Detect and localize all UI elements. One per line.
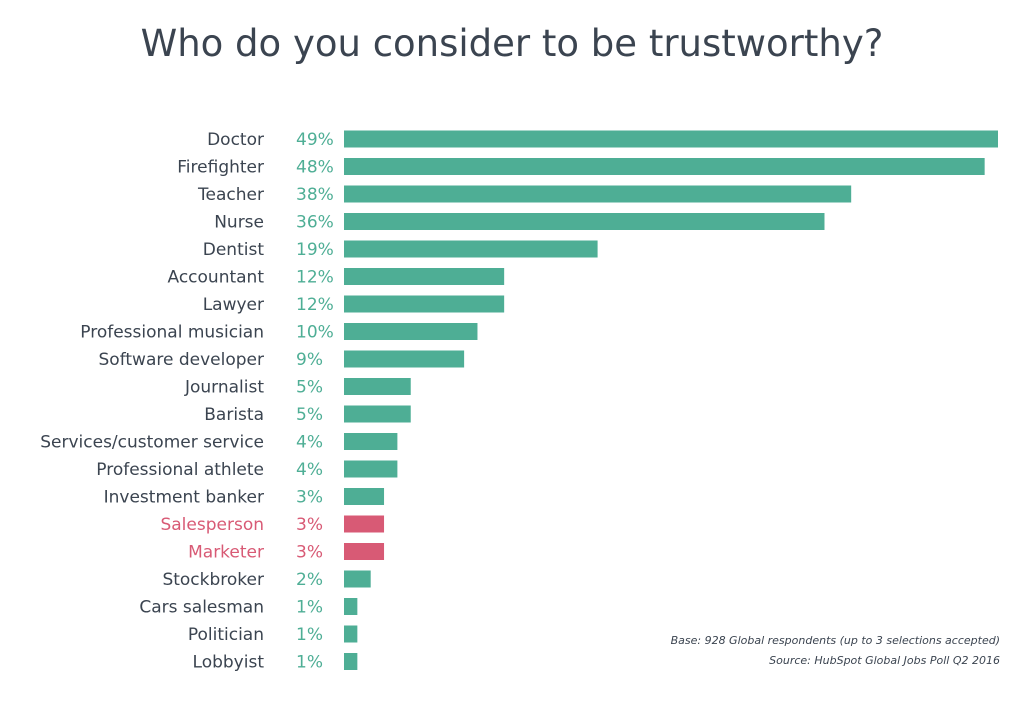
category-label: Lawyer <box>203 295 264 315</box>
category-label: Politician <box>188 625 264 645</box>
category-label: Salesperson <box>160 515 264 535</box>
bar <box>344 158 985 175</box>
bar <box>344 295 505 313</box>
value-label: 3% <box>296 543 323 563</box>
value-label: 49% <box>296 130 334 150</box>
value-label: 19% <box>296 240 334 260</box>
category-label: Cars salesman <box>139 598 264 618</box>
category-label: Journalist <box>184 378 264 398</box>
value-label: 48% <box>296 158 334 178</box>
value-label: 10% <box>296 323 334 343</box>
bar <box>344 598 358 615</box>
bar <box>344 130 998 148</box>
category-label: Dentist <box>203 240 265 260</box>
bar <box>344 460 398 478</box>
value-label: 4% <box>296 433 323 453</box>
bar <box>344 213 825 230</box>
bar <box>344 323 478 340</box>
category-label: Lobbyist <box>193 653 265 673</box>
bar <box>344 625 358 643</box>
value-label: 1% <box>296 625 323 645</box>
value-label: 1% <box>296 653 323 673</box>
value-label: 1% <box>296 598 323 618</box>
value-label: 12% <box>296 295 334 315</box>
value-label: 9% <box>296 350 323 370</box>
value-label: 4% <box>296 460 323 480</box>
value-label: 5% <box>296 405 323 425</box>
bar <box>344 543 385 560</box>
value-label: 38% <box>296 185 334 205</box>
category-label: Professional musician <box>80 323 264 343</box>
bar <box>344 570 371 588</box>
value-label: 3% <box>296 515 323 535</box>
bar <box>344 378 411 395</box>
source-note: Source: HubSpot Global Jobs Poll Q2 2016 <box>769 654 1000 667</box>
category-label: Stockbroker <box>162 570 264 590</box>
chart-title: Who do you consider to be trustworthy? <box>141 22 884 65</box>
value-label: 5% <box>296 378 323 398</box>
value-label: 36% <box>296 213 334 233</box>
bar <box>344 515 385 533</box>
category-label: Services/customer service <box>40 433 264 453</box>
category-label: Software developer <box>99 350 264 370</box>
category-label: Nurse <box>214 213 264 233</box>
bar <box>344 405 411 423</box>
category-label: Firefighter <box>177 158 264 178</box>
footnotes: Base: 928 Global respondents (up to 3 se… <box>671 634 1000 667</box>
category-label: Accountant <box>168 268 265 288</box>
category-label: Doctor <box>207 130 264 150</box>
category-label: Investment banker <box>104 488 264 508</box>
category-label: Barista <box>204 405 264 425</box>
value-label: 3% <box>296 488 323 508</box>
category-label: Marketer <box>188 543 264 563</box>
bars-group: Doctor 49% Firefighter 48% Teacher 38% Nurse 36… <box>40 130 998 673</box>
bar <box>344 185 852 203</box>
value-label: 2% <box>296 570 323 590</box>
bar <box>344 488 385 505</box>
bar <box>344 268 505 285</box>
bar <box>344 240 598 258</box>
bar <box>344 433 398 450</box>
category-label: Teacher <box>197 185 264 205</box>
base-note: Base: 928 Global respondents (up to 3 se… <box>671 634 1000 647</box>
category-label: Professional athlete <box>96 460 264 480</box>
value-label: 12% <box>296 268 334 288</box>
bar <box>344 653 358 670</box>
bar <box>344 350 465 368</box>
